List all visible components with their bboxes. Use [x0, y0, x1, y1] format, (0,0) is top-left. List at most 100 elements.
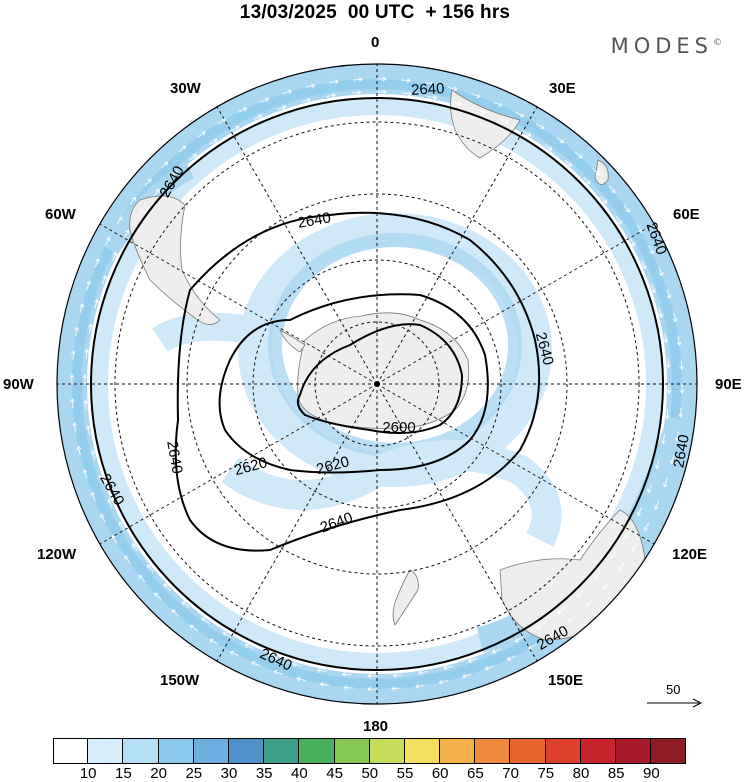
colorbar-swatch	[545, 738, 581, 764]
wind-arrow	[197, 131, 206, 138]
wind-arrow	[253, 114, 263, 120]
wind-arrow	[124, 555, 131, 564]
wind-arrow	[527, 643, 537, 650]
wind-arrow	[146, 564, 154, 573]
wind-arrow	[123, 229, 130, 239]
madagascar-land	[594, 159, 609, 185]
wind-arrow	[461, 673, 472, 679]
wind-arrow	[536, 123, 545, 130]
lon-label-150w: 150W	[160, 672, 200, 689]
wind-arrow	[515, 111, 525, 118]
wind-arrow	[576, 590, 584, 598]
wind-arrow	[662, 478, 668, 488]
wind-arrow	[367, 686, 377, 692]
wind-arrow	[326, 92, 337, 98]
colorbar-label: 45	[326, 765, 343, 782]
wind-arrow	[666, 289, 672, 300]
wind-arrow	[564, 159, 573, 167]
wind-arrow	[116, 216, 123, 225]
wind-arrow	[514, 636, 524, 643]
wind-arrow	[557, 607, 566, 615]
map-title: 13/03/2025 00 UTC + 156 hrs	[239, 2, 511, 23]
wind-arrow	[305, 83, 316, 89]
wind-arrow	[567, 615, 576, 623]
wind-arrow	[594, 571, 602, 580]
wind-arrow	[152, 188, 160, 197]
colorbar-swatch	[616, 738, 652, 764]
colorbar-labels: 10 15 20 25 30 35 40 45 50 55 60 65 70 75 80 85 90	[53, 765, 750, 782]
meridian-line	[376, 106, 538, 385]
wind-arrow	[648, 245, 654, 255]
wind-arrow	[417, 670, 428, 676]
colorbar-label: 55	[396, 765, 414, 782]
wind-arrow	[555, 136, 565, 144]
meridian-line	[376, 223, 655, 385]
wind-arrows	[69, 76, 685, 692]
colorbar-label: 40	[291, 765, 308, 782]
wind-arrow	[171, 609, 180, 617]
wind-arrow	[79, 303, 85, 313]
colorbar-label: 20	[150, 765, 167, 782]
wind-arrow	[201, 617, 210, 624]
colorbar-label: 35	[255, 765, 273, 782]
wind-arrow	[650, 283, 656, 294]
wind-arrow	[319, 681, 330, 687]
wind-arrow	[664, 409, 670, 420]
contour-2620	[218, 293, 489, 474]
wind-arrow	[663, 333, 669, 344]
wind-arrow	[229, 650, 239, 657]
wind-arrow	[296, 676, 306, 682]
wind-arrow	[341, 671, 352, 677]
wind-arrow	[104, 236, 111, 246]
wind-arrow	[71, 350, 76, 361]
colorbar-swatch	[228, 738, 265, 764]
wind-arrow	[69, 374, 75, 384]
wind-arrow	[610, 551, 617, 560]
lon-label-150e: 150E	[548, 672, 584, 689]
wind-arrow	[316, 668, 327, 673]
wind-arrow	[615, 216, 622, 225]
wind-arrow	[222, 631, 232, 638]
graticule	[57, 64, 697, 704]
wind-arrow	[392, 673, 403, 678]
wind-arrow	[666, 358, 671, 369]
colorbar-label: 60	[431, 765, 449, 782]
lon-label-120w: 120W	[37, 546, 77, 563]
colorbar-swatch	[440, 738, 476, 764]
wind-arrow	[666, 384, 672, 394]
wind-arrow	[163, 583, 171, 591]
colorbar-swatch	[193, 738, 229, 764]
wind-arrow	[391, 686, 401, 691]
lon-label-90e: 90E	[715, 376, 742, 393]
wind-arrow	[209, 139, 218, 146]
latitude-circle-2	[252, 259, 502, 509]
lon-label-120e: 120E	[672, 546, 708, 563]
wind-arrow	[617, 562, 625, 572]
lon-label-0: 0	[371, 34, 380, 51]
modes-logo: MODES©	[611, 34, 722, 58]
wind-arrow	[602, 581, 610, 590]
wind-arrow	[585, 599, 594, 607]
wind-arrow	[448, 86, 458, 92]
wind-arrow	[467, 657, 478, 663]
wind-arrow	[343, 685, 354, 690]
colorbar-swatch	[158, 738, 194, 764]
wind-arrow	[170, 170, 178, 178]
wind-arrow	[291, 662, 302, 667]
wind-arrow	[679, 384, 685, 394]
meridians	[57, 64, 697, 704]
meridian-line	[376, 383, 655, 545]
antarctica-land	[297, 312, 470, 429]
wind-arrow	[154, 592, 162, 601]
colorbar-swatch	[88, 738, 124, 764]
wind-arrow	[600, 195, 608, 204]
wind-arrow	[98, 474, 104, 485]
colorbar-label: 75	[537, 765, 555, 782]
wind-arrow	[377, 76, 387, 82]
colorbar	[53, 738, 687, 764]
map-border	[56, 63, 698, 705]
wind-arrow	[94, 258, 100, 268]
wind-arrow	[90, 491, 96, 501]
colorbar-label: 90	[643, 765, 660, 782]
colorbar-swatch	[404, 738, 441, 764]
